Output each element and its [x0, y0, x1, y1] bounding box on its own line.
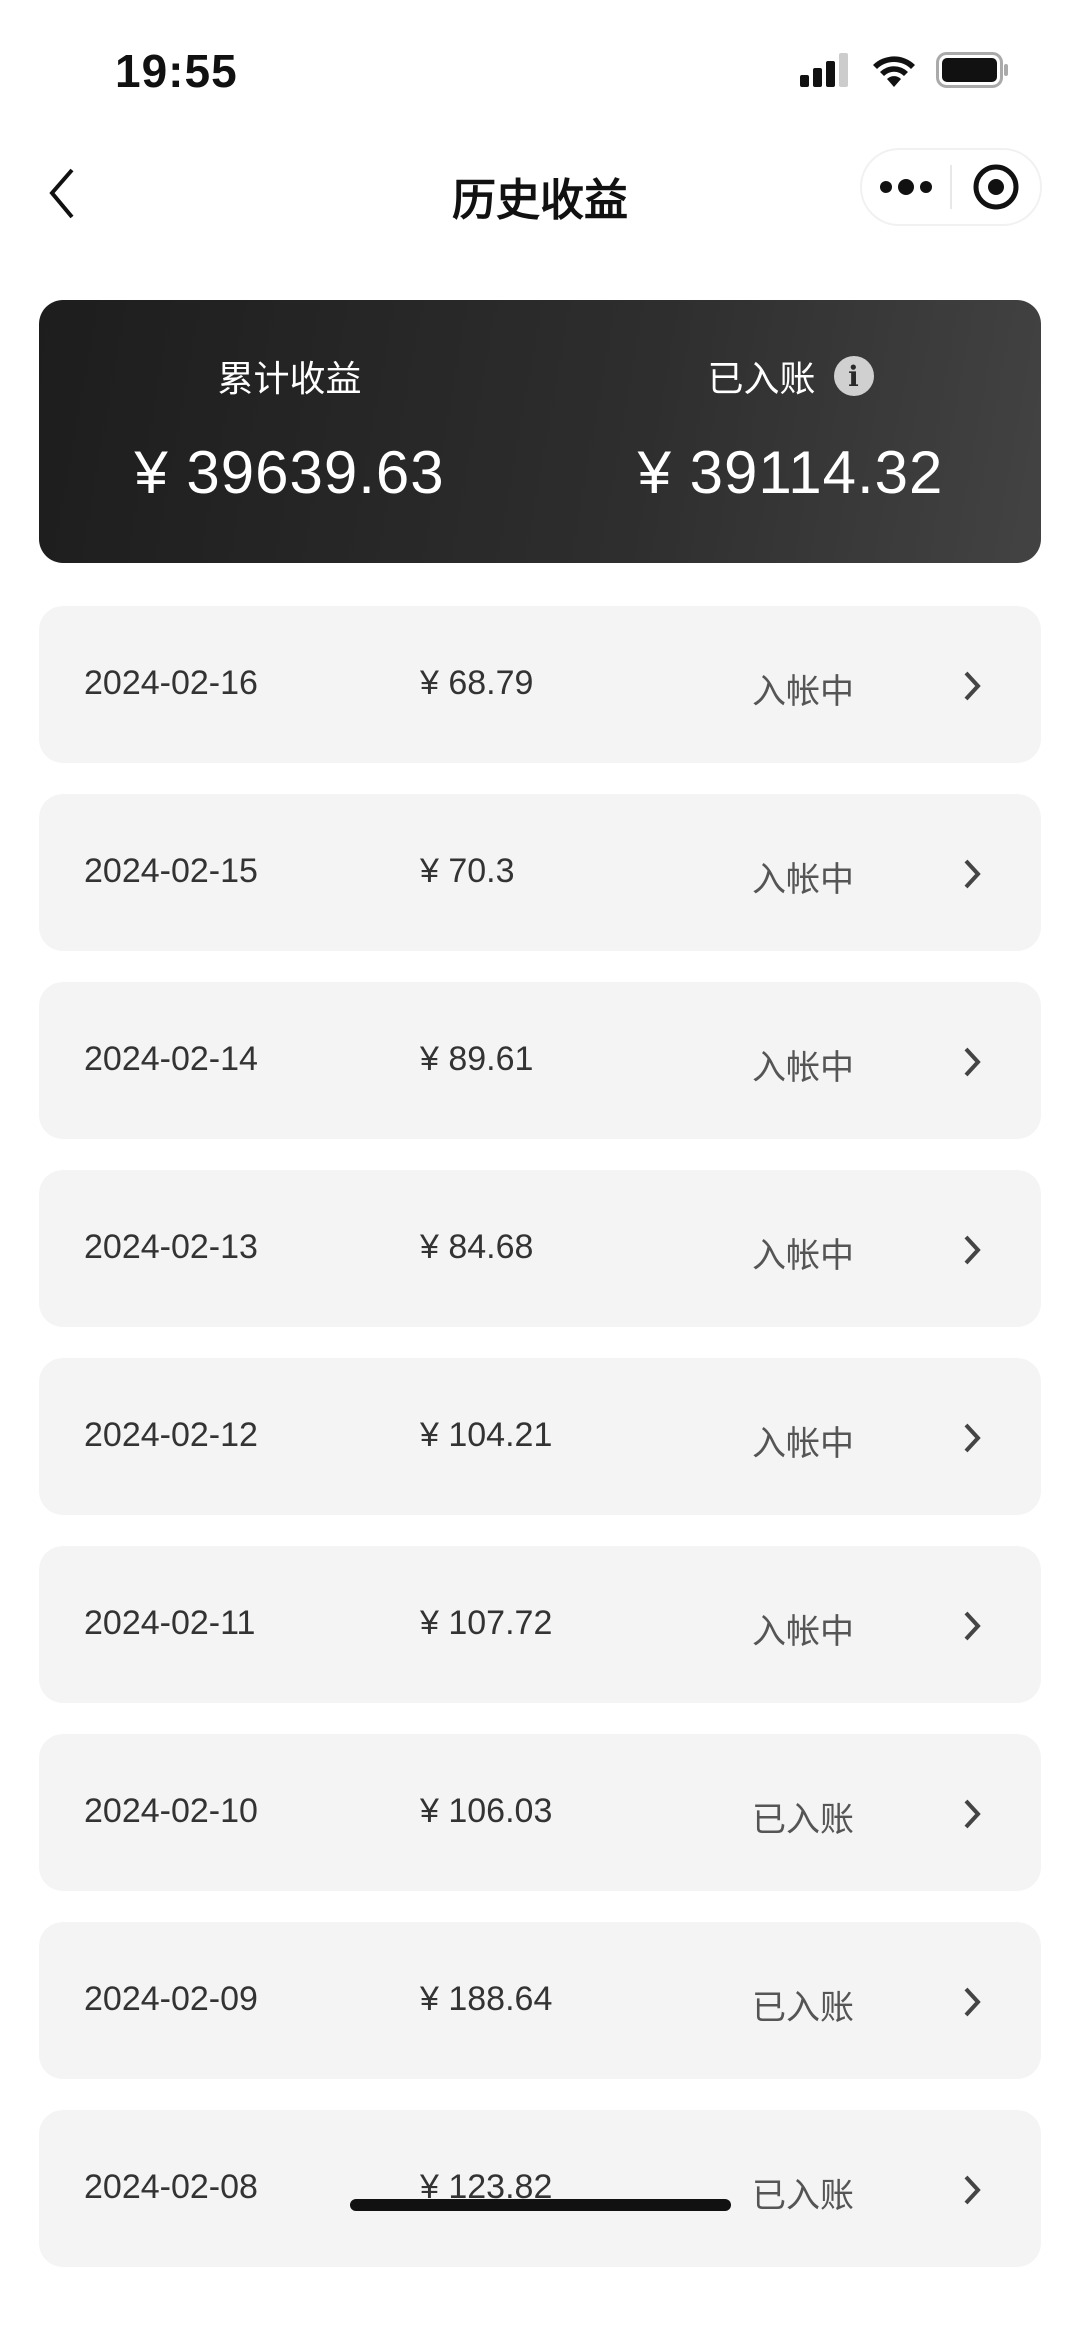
- total-label: 累计收益: [217, 358, 362, 399]
- list-item[interactable]: 2024-02-10 ¥ 106.03 已入账: [39, 1734, 1041, 1891]
- nav-bar: 历史收益: [0, 140, 1080, 245]
- target-circle-icon: [973, 164, 1019, 210]
- status-time: 19:55: [115, 45, 238, 97]
- settled-amount: ¥ 39114.32: [637, 439, 944, 506]
- record-date: 2024-02-14: [84, 1040, 258, 1078]
- more-button[interactable]: [862, 150, 950, 224]
- record-amount: ¥ 107.72: [420, 1604, 553, 1642]
- record-status: 入帐中: [752, 1049, 854, 1087]
- total-amount: ¥ 39639.63: [134, 439, 445, 506]
- earnings-summary-card: 累计收益 ¥ 39639.63 已入账 i ¥ 39114.32: [39, 300, 1041, 563]
- record-amount: ¥ 68.79: [420, 664, 534, 702]
- record-amount: ¥ 104.21: [420, 1416, 553, 1454]
- chevron-right-icon: [964, 859, 981, 889]
- chevron-right-icon: [964, 1423, 981, 1453]
- status-bar: 19:55: [0, 0, 1080, 140]
- wifi-icon: [873, 56, 915, 87]
- record-date: 2024-02-10: [84, 1792, 258, 1830]
- list-item[interactable]: 2024-02-11 ¥ 107.72 入帐中: [39, 1546, 1041, 1703]
- record-status: 入帐中: [752, 861, 854, 899]
- record-status: 入帐中: [752, 1613, 854, 1651]
- info-icon[interactable]: i: [833, 356, 874, 396]
- record-amount: ¥ 89.61: [420, 1040, 534, 1078]
- record-amount: ¥ 188.64: [420, 1980, 553, 2018]
- record-date: 2024-02-15: [84, 852, 258, 890]
- record-status: 已入账: [752, 2177, 854, 2215]
- chevron-right-icon: [964, 1235, 981, 1265]
- record-date: 2024-02-16: [84, 664, 258, 702]
- total-earnings: 累计收益 ¥ 39639.63: [39, 300, 540, 563]
- chevron-right-icon: [964, 1611, 981, 1641]
- signal-icon: [800, 53, 848, 87]
- close-button[interactable]: [952, 150, 1040, 224]
- battery-icon: [936, 52, 1008, 88]
- record-status: 已入账: [752, 1801, 854, 1839]
- chevron-right-icon: [964, 2175, 981, 2205]
- chevron-right-icon: [964, 1799, 981, 1829]
- record-status: 入帐中: [752, 1425, 854, 1463]
- list-item[interactable]: 2024-02-08 ¥ 123.82 已入账: [39, 2110, 1041, 2267]
- record-date: 2024-02-09: [84, 1980, 258, 2018]
- page-title: 历史收益: [452, 176, 628, 225]
- record-amount: ¥ 84.68: [420, 1228, 534, 1266]
- capsule-divider: [950, 165, 952, 209]
- settled-earnings: 已入账 i ¥ 39114.32: [540, 300, 1041, 563]
- record-status: 已入账: [752, 1989, 854, 2027]
- record-date: 2024-02-13: [84, 1228, 258, 1266]
- list-item[interactable]: 2024-02-09 ¥ 188.64 已入账: [39, 1922, 1041, 2079]
- record-date: 2024-02-08: [84, 2168, 258, 2206]
- record-date: 2024-02-11: [84, 1604, 256, 1642]
- more-dots-icon: [880, 179, 932, 195]
- record-amount: ¥ 70.3: [420, 852, 515, 890]
- chevron-right-icon: [964, 1047, 981, 1077]
- chevron-right-icon: [964, 1987, 981, 2017]
- mini-program-capsule: [860, 148, 1042, 226]
- list-item[interactable]: 2024-02-13 ¥ 84.68 入帐中: [39, 1170, 1041, 1327]
- home-indicator[interactable]: [350, 2199, 731, 2211]
- record-amount: ¥ 106.03: [420, 1792, 553, 1830]
- record-date: 2024-02-12: [84, 1416, 258, 1454]
- record-status: 入帐中: [752, 1237, 854, 1275]
- chevron-right-icon: [964, 671, 981, 701]
- list-item[interactable]: 2024-02-14 ¥ 89.61 入帐中: [39, 982, 1041, 1139]
- list-item[interactable]: 2024-02-15 ¥ 70.3 入帐中: [39, 794, 1041, 951]
- list-item[interactable]: 2024-02-16 ¥ 68.79 入帐中: [39, 606, 1041, 763]
- record-status: 入帐中: [752, 673, 854, 711]
- chevron-left-icon[interactable]: [44, 166, 84, 221]
- earnings-list: 2024-02-16 ¥ 68.79 入帐中 2024-02-15 ¥ 70.3…: [39, 606, 1041, 2298]
- settled-label: 已入账: [707, 358, 816, 399]
- list-item[interactable]: 2024-02-12 ¥ 104.21 入帐中: [39, 1358, 1041, 1515]
